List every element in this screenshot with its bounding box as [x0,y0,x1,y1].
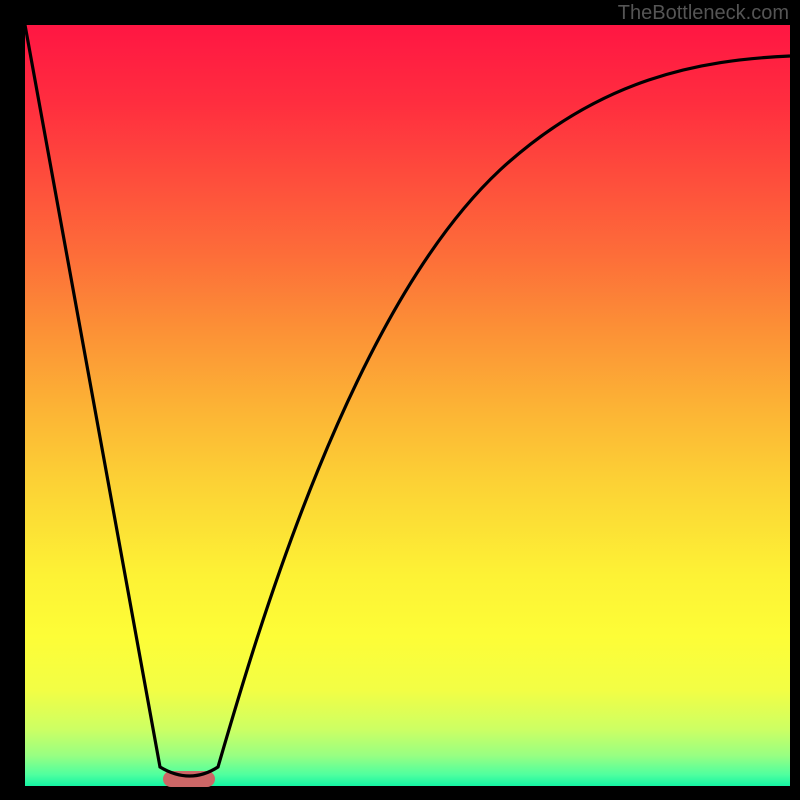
bottleneck-chart: TheBottleneck.com [0,0,800,800]
watermark-text: TheBottleneck.com [618,2,789,24]
chart-svg: TheBottleneck.com [0,0,800,800]
plot-background [25,25,790,790]
plot-bottom-band [25,786,790,790]
